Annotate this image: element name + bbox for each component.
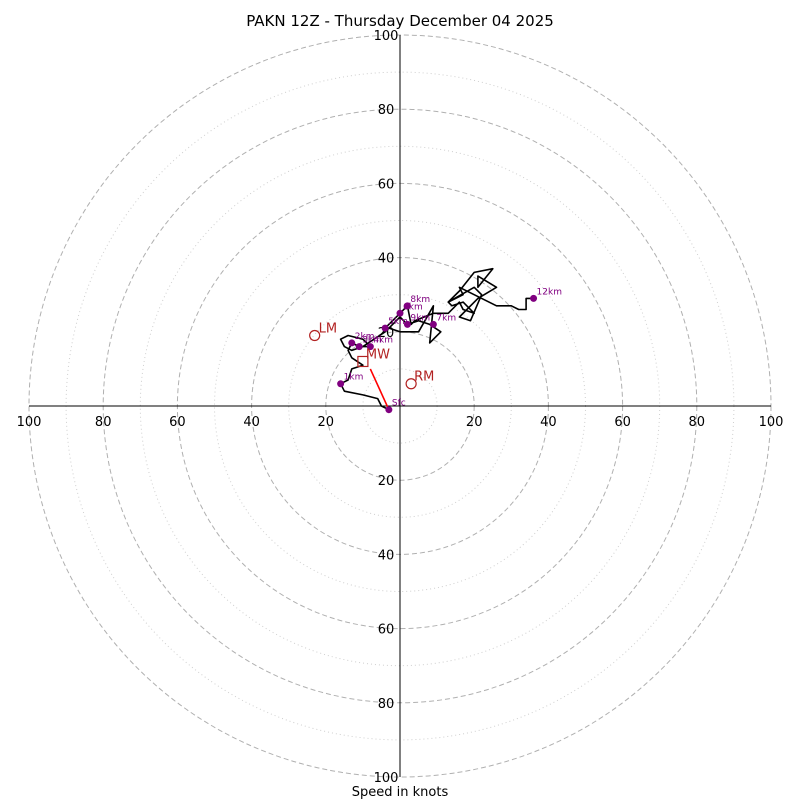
height-marker-5km xyxy=(381,324,389,332)
height-marker-6km xyxy=(396,309,404,317)
left-mover-label: LM xyxy=(319,322,337,337)
height-label-1km: 1km xyxy=(344,373,364,383)
x-axis-label: Speed in knots xyxy=(352,785,449,800)
tick-label-top-60: 60 xyxy=(378,177,395,192)
tick-label-left-60: 60 xyxy=(169,415,186,430)
height-label-6km: 6km xyxy=(403,302,423,312)
height-label-sfc: Sfc xyxy=(392,399,406,409)
height-label-5km: 5km xyxy=(388,317,408,327)
chart-title: PAKN 12Z - Thursday December 04 2025 xyxy=(246,12,554,30)
tick-label-top-20: 20 xyxy=(378,326,395,341)
axes xyxy=(29,35,771,777)
height-marker-2km xyxy=(348,339,356,347)
tick-label-right-20: 20 xyxy=(466,415,483,430)
height-marker-1km xyxy=(337,380,345,388)
tick-label-left-80: 80 xyxy=(95,415,112,430)
shear-vector-line xyxy=(369,368,390,411)
tick-label-bottom-20: 20 xyxy=(378,474,395,489)
right-mover-marker xyxy=(405,378,417,390)
height-marker-sfc xyxy=(385,406,393,414)
height-marker-12km xyxy=(530,294,538,302)
height-label-7km: 7km xyxy=(436,313,456,323)
left-mover-marker xyxy=(309,329,321,342)
right-mover-label: RM xyxy=(414,370,434,385)
shear-vector xyxy=(369,368,390,411)
height-label-4km: 4km xyxy=(373,336,393,346)
mean-wind-marker xyxy=(357,355,369,368)
tick-label-left-20: 20 xyxy=(318,415,335,430)
tick-label-left-100: 100 xyxy=(17,415,42,430)
height-marker-9km xyxy=(403,320,411,328)
height-marker-3km xyxy=(355,343,363,351)
tick-labels: 20 20 20 20 40 40 40 40 60 60 60 60 80 80 80 80 100 100 10… xyxy=(17,29,784,786)
height-label-12km: 12km xyxy=(537,287,562,297)
storm-motion-markers: LM RM MW xyxy=(309,322,434,390)
mean-wind-label: MW xyxy=(366,347,390,362)
tick-label-right-60: 60 xyxy=(614,415,631,430)
tick-label-right-100: 100 xyxy=(759,415,784,430)
tick-label-left-40: 40 xyxy=(243,415,260,430)
height-label-2km: 2km xyxy=(355,332,375,342)
height-label-8km: 8km xyxy=(410,295,430,305)
tick-label-bottom-40: 40 xyxy=(378,548,395,563)
height-marker-4km xyxy=(366,343,374,351)
tick-label-top-40: 40 xyxy=(378,252,395,267)
tick-label-bottom-80: 80 xyxy=(378,697,395,712)
tick-label-top-100: 100 xyxy=(374,29,399,44)
height-marker-7km xyxy=(429,320,437,328)
tick-label-right-80: 80 xyxy=(689,415,706,430)
tick-label-bottom-100: 100 xyxy=(374,771,399,786)
height-label-9km: 9km xyxy=(410,313,430,323)
height-label-3km: 3km xyxy=(362,336,382,346)
tick-label-bottom-60: 60 xyxy=(378,623,395,638)
tick-label-right-40: 40 xyxy=(540,415,557,430)
height-marker-8km xyxy=(403,302,411,310)
tick-label-top-80: 80 xyxy=(378,103,395,118)
